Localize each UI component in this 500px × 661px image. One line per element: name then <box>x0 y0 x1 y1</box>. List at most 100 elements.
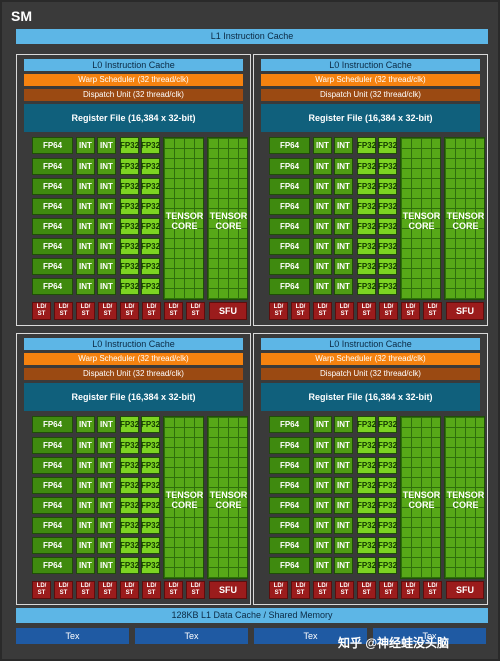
ldst-unit: LD/ ST <box>335 302 354 320</box>
fp32-unit: FP32 <box>120 278 139 295</box>
int-unit: INT <box>334 437 353 454</box>
int-unit: INT <box>334 198 353 215</box>
ldst-unit: LD/ ST <box>379 302 398 320</box>
int-unit: INT <box>313 457 332 474</box>
fp32-unit: FP32 <box>357 258 376 275</box>
fp64-unit: FP64 <box>269 517 310 534</box>
fp64-unit: FP64 <box>269 158 310 175</box>
ldst-unit: LD/ ST <box>423 581 442 599</box>
ldst-unit: LD/ ST <box>32 581 51 599</box>
fp64-unit: FP64 <box>269 557 310 574</box>
fp32-unit: FP32 <box>357 218 376 235</box>
fp32-unit: FP32 <box>357 457 376 474</box>
processing-block: L0 Instruction Cache Warp Scheduler (32 t… <box>16 333 251 605</box>
int-unit: INT <box>76 557 95 574</box>
int-unit: INT <box>76 517 95 534</box>
tex-unit: Tex <box>373 628 486 644</box>
int-unit: INT <box>76 437 95 454</box>
fp32-unit: FP32 <box>378 557 397 574</box>
ldst-unit: LD/ ST <box>142 302 161 320</box>
fp64-unit: FP64 <box>32 137 73 154</box>
fp32-unit: FP32 <box>357 437 376 454</box>
int-unit: INT <box>313 517 332 534</box>
int-unit: INT <box>97 137 116 154</box>
sfu-unit: SFU <box>209 581 247 599</box>
processing-block: L0 Instruction Cache Warp Scheduler (32 t… <box>253 333 488 605</box>
fp32-unit: FP32 <box>141 477 160 494</box>
ldst-unit: LD/ ST <box>423 302 442 320</box>
fp64-unit: FP64 <box>32 537 73 554</box>
fp64-unit: FP64 <box>269 238 310 255</box>
ldst-unit: LD/ ST <box>269 581 288 599</box>
int-unit: INT <box>334 137 353 154</box>
fp64-unit: FP64 <box>32 178 73 195</box>
fp32-unit: FP32 <box>141 457 160 474</box>
int-unit: INT <box>97 278 116 295</box>
int-unit: INT <box>97 218 116 235</box>
int-unit: INT <box>76 278 95 295</box>
fp32-unit: FP32 <box>357 517 376 534</box>
sfu-unit: SFU <box>209 302 247 320</box>
fp32-unit: FP32 <box>378 178 397 195</box>
fp64-unit: FP64 <box>32 457 73 474</box>
int-unit: INT <box>76 477 95 494</box>
int-unit: INT <box>313 238 332 255</box>
int-unit: INT <box>76 258 95 275</box>
ldst-unit: LD/ ST <box>142 581 161 599</box>
fp32-unit: FP32 <box>357 477 376 494</box>
int-unit: INT <box>334 497 353 514</box>
fp64-unit: FP64 <box>32 557 73 574</box>
int-unit: INT <box>313 278 332 295</box>
fp32-unit: FP32 <box>141 218 160 235</box>
ldst-unit: LD/ ST <box>313 581 332 599</box>
fp64-unit: FP64 <box>32 238 73 255</box>
int-unit: INT <box>334 457 353 474</box>
fp32-unit: FP32 <box>120 416 139 433</box>
int-unit: INT <box>76 158 95 175</box>
tex-unit: Tex <box>254 628 367 644</box>
tensor-core: TENSOR CORE <box>163 416 204 579</box>
fp32-unit: FP32 <box>120 258 139 275</box>
register-file: Register File (16,384 x 32-bit) <box>261 383 480 411</box>
sfu-unit: SFU <box>446 302 484 320</box>
fp32-unit: FP32 <box>120 238 139 255</box>
int-unit: INT <box>313 497 332 514</box>
dispatch-unit: Dispatch Unit (32 thread/clk) <box>24 89 243 101</box>
fp32-unit: FP32 <box>120 557 139 574</box>
int-unit: INT <box>97 437 116 454</box>
l0-instruction-cache: L0 Instruction Cache <box>24 59 243 71</box>
tensor-core: TENSOR CORE <box>444 137 485 300</box>
fp32-unit: FP32 <box>120 437 139 454</box>
int-unit: INT <box>97 178 116 195</box>
fp32-unit: FP32 <box>141 258 160 275</box>
tensor-core-label: TENSOR CORE <box>402 490 441 510</box>
fp64-unit: FP64 <box>32 437 73 454</box>
ldst-unit: LD/ ST <box>120 581 139 599</box>
fp32-unit: FP32 <box>357 557 376 574</box>
register-file: Register File (16,384 x 32-bit) <box>24 383 243 411</box>
fp64-unit: FP64 <box>32 517 73 534</box>
fp32-unit: FP32 <box>378 137 397 154</box>
int-unit: INT <box>313 198 332 215</box>
register-file: Register File (16,384 x 32-bit) <box>24 104 243 132</box>
int-unit: INT <box>313 437 332 454</box>
fp64-unit: FP64 <box>269 416 310 433</box>
fp32-unit: FP32 <box>120 158 139 175</box>
fp32-unit: FP32 <box>141 198 160 215</box>
ldst-unit: LD/ ST <box>54 581 73 599</box>
ldst-unit: LD/ ST <box>186 302 205 320</box>
int-unit: INT <box>313 178 332 195</box>
int-unit: INT <box>76 416 95 433</box>
ldst-unit: LD/ ST <box>76 581 95 599</box>
fp32-unit: FP32 <box>357 416 376 433</box>
fp32-unit: FP32 <box>120 497 139 514</box>
ldst-unit: LD/ ST <box>335 581 354 599</box>
fp32-unit: FP32 <box>141 537 160 554</box>
fp32-unit: FP32 <box>141 517 160 534</box>
int-unit: INT <box>76 497 95 514</box>
int-unit: INT <box>334 258 353 275</box>
fp32-unit: FP32 <box>357 137 376 154</box>
ldst-unit: LD/ ST <box>120 302 139 320</box>
fp64-unit: FP64 <box>32 477 73 494</box>
